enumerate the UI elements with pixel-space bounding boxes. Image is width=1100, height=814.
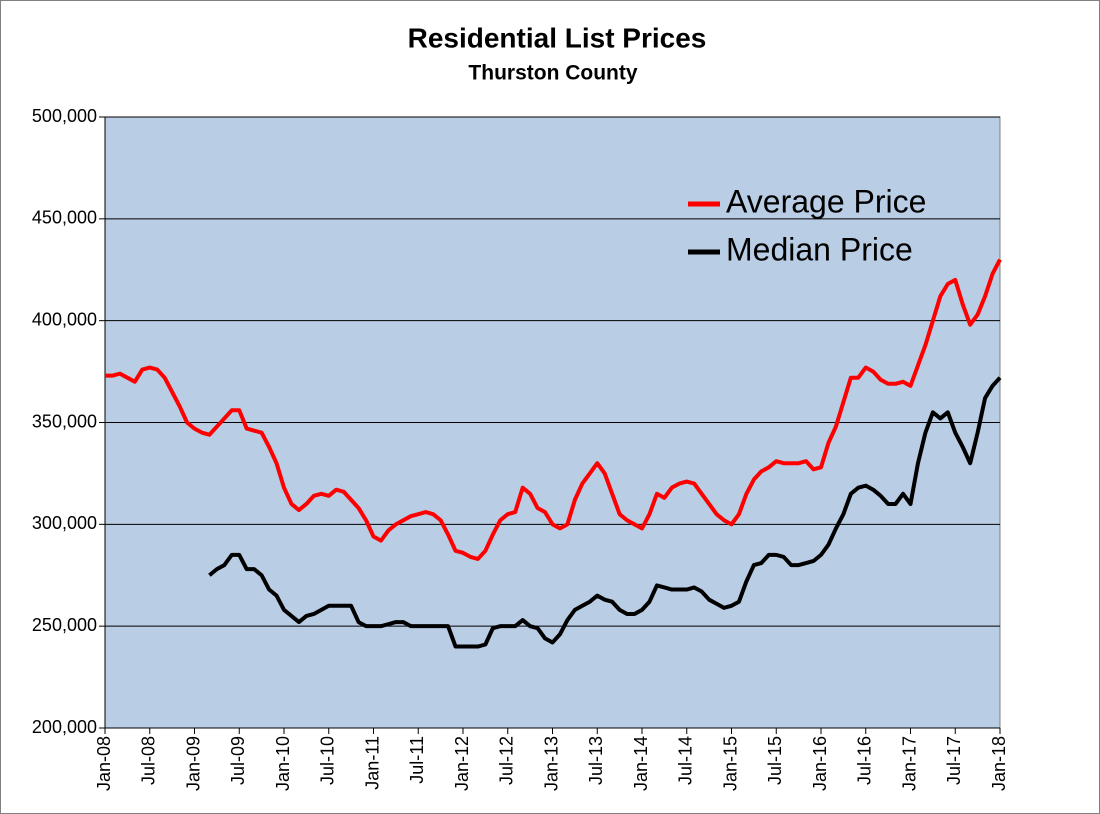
x-tick-label: Jan-15 — [720, 736, 740, 791]
x-tick-label: Jul-14 — [676, 736, 696, 785]
y-tick-label: 450,000 — [32, 208, 97, 228]
x-tick-label: Jul-09 — [228, 736, 248, 785]
y-tick-label: 500,000 — [32, 106, 97, 126]
x-tick-label: Jan-13 — [541, 736, 561, 791]
legend-label: Average Price — [726, 183, 926, 219]
y-tick-label: 200,000 — [32, 717, 97, 737]
series-line — [105, 258, 1002, 561]
x-tick-label: Jan-14 — [631, 736, 651, 791]
x-tick-label: Jan-16 — [810, 736, 830, 791]
y-tick-label: 400,000 — [32, 309, 97, 329]
series-line — [208, 376, 1002, 649]
x-tick-label: Jul-10 — [318, 736, 338, 785]
x-tick-label: Jan-11 — [362, 736, 382, 790]
x-tick-label: Jan-12 — [452, 736, 472, 791]
chart-subtitle: Thurston County — [468, 62, 637, 85]
y-tick-label: 300,000 — [32, 513, 97, 533]
x-tick-label: Jan-18 — [989, 736, 1009, 791]
x-tick-label: Jul-16 — [855, 736, 875, 785]
x-tick-label: Jan-10 — [273, 736, 293, 791]
chart-title: Residential List Prices — [408, 22, 707, 53]
x-tick-label: Jan-08 — [94, 736, 114, 791]
x-tick-label: Jul-15 — [765, 736, 785, 785]
x-tick-label: Jul-08 — [139, 736, 159, 785]
x-tick-label: Jul-12 — [497, 736, 517, 785]
x-tick-label: Jan-17 — [899, 736, 919, 791]
x-tick-label: Jul-17 — [944, 736, 964, 785]
x-tick-label: Jul-13 — [586, 736, 606, 785]
y-tick-label: 250,000 — [32, 615, 97, 635]
x-tick-label: Jan-09 — [183, 736, 203, 791]
legend-label: Median Price — [726, 231, 913, 267]
y-tick-label: 350,000 — [32, 411, 97, 431]
x-tick-label: Jul-11 — [407, 736, 427, 784]
